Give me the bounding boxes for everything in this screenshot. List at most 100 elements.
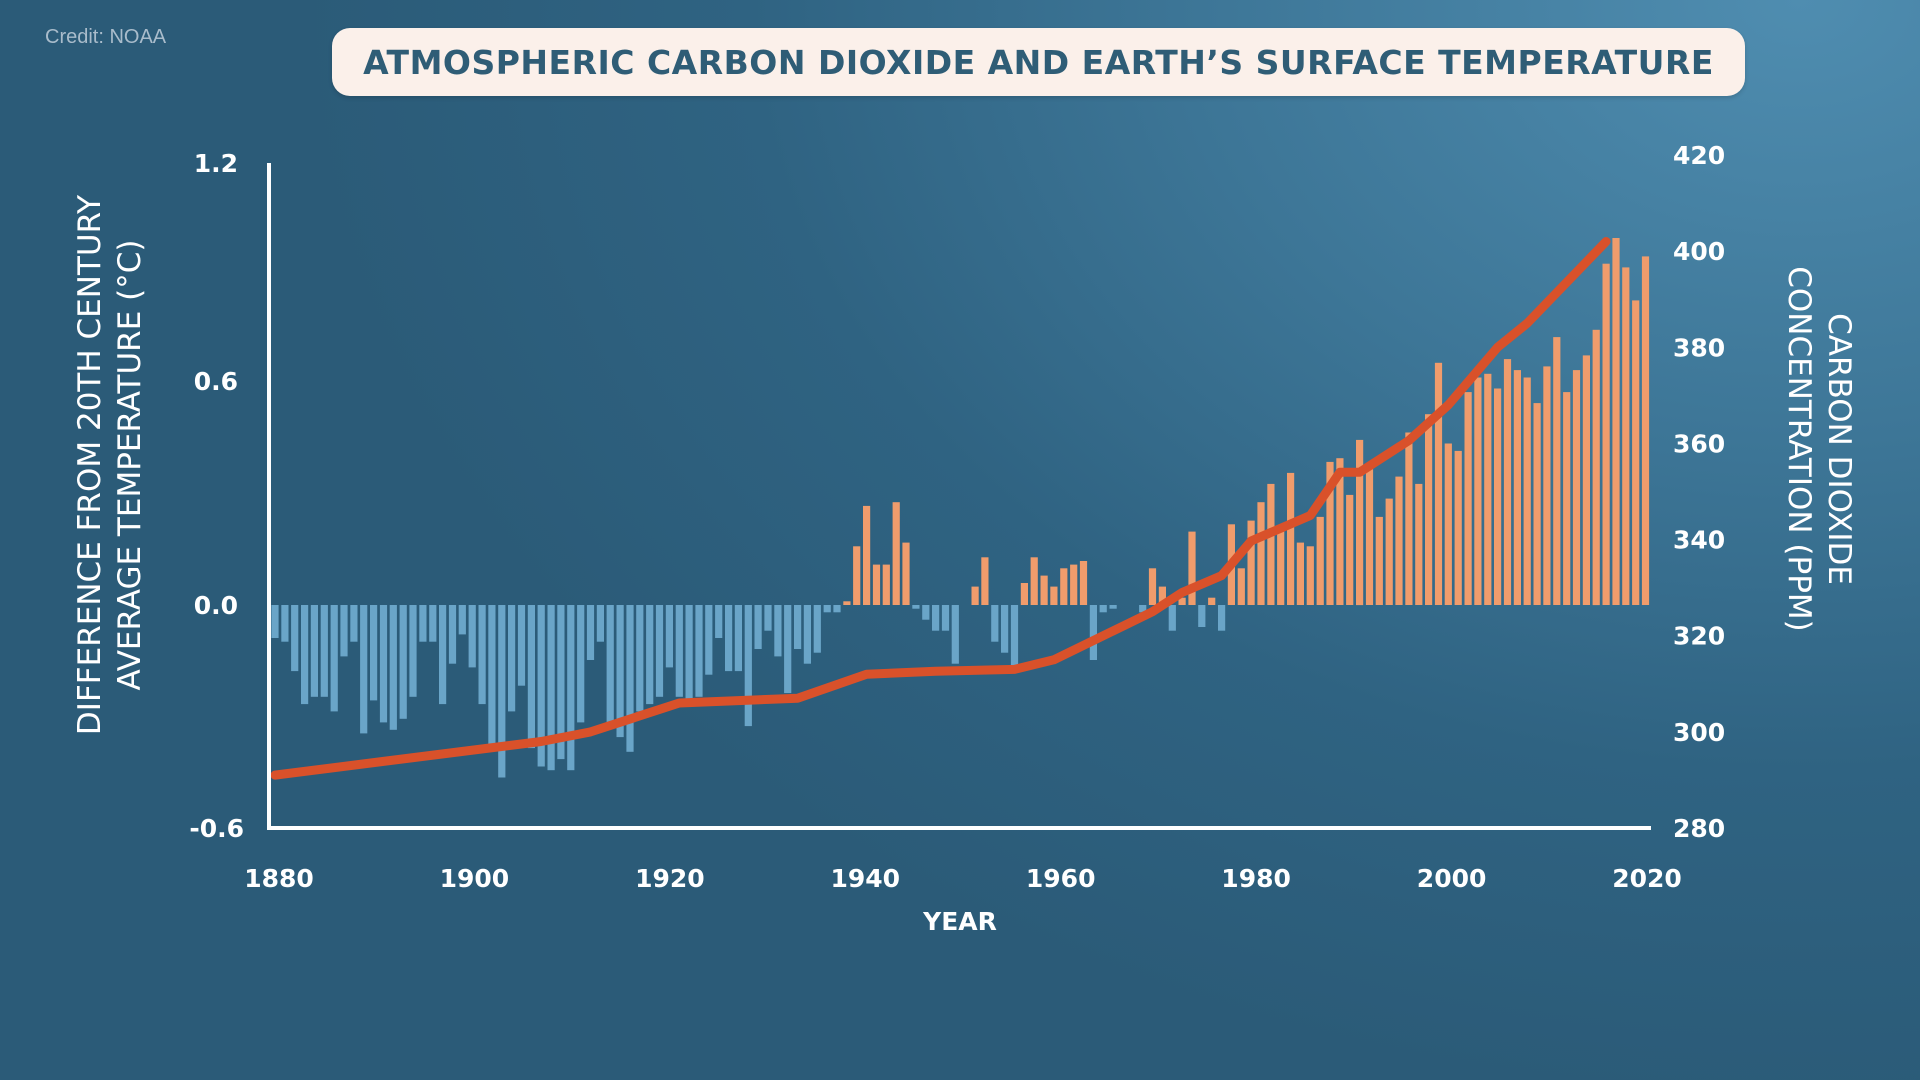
temperature-bar: [379, 605, 388, 723]
temperature-bar: [1484, 373, 1492, 605]
temperature-bar: [1178, 597, 1186, 605]
temperature-bar: [922, 605, 930, 620]
temperature-bar: [1010, 605, 1019, 672]
y-left-title-line1: DIFFERENCE FROM 20TH CENTURY: [72, 195, 108, 735]
temperature-bar: [912, 605, 920, 609]
temperature-bar: [675, 605, 683, 697]
temperature-bar: [1050, 586, 1058, 605]
x-tick: 1960: [1026, 864, 1096, 893]
temperature-bar: [577, 605, 585, 723]
temperature-bar: [448, 605, 457, 664]
temperature-bar: [853, 546, 861, 605]
temperature-bar: [1513, 370, 1521, 605]
temperature-bar: [1523, 377, 1531, 605]
x-axis-title: YEAR: [922, 907, 997, 936]
y-left-title-line2: AVERAGE TEMPERATURE (°C): [112, 240, 148, 691]
temperature-bar: [1148, 568, 1157, 605]
temperature-bar: [636, 605, 644, 712]
temperature-bar: [478, 605, 486, 705]
temperature-bar: [271, 605, 279, 638]
temperature-bar: [350, 605, 358, 642]
temperature-bar: [1287, 472, 1295, 605]
y-right-tick: 360: [1673, 429, 1725, 458]
temperature-bar: [360, 605, 368, 734]
y-right-tick: 300: [1673, 718, 1725, 747]
temperature-bar: [1592, 329, 1600, 606]
temperature-bar: [784, 605, 792, 694]
x-tick: 1900: [440, 864, 510, 893]
temperature-bar: [1306, 546, 1314, 605]
temperature-bar: [330, 605, 338, 712]
temperature-bar: [567, 605, 575, 771]
y-right-title-line1: CARBON DIOXIDE: [1821, 313, 1857, 585]
x-tick: 1920: [635, 864, 705, 893]
temperature-bar: [626, 605, 634, 752]
temperature-bar: [1188, 531, 1196, 605]
temperature-bar: [1553, 337, 1561, 605]
temperature-bar: [1582, 355, 1590, 605]
temperature-bar: [596, 605, 604, 642]
temperature-bar: [1040, 575, 1048, 605]
temperature-bar: [1474, 377, 1482, 605]
temperature-bar: [1247, 520, 1255, 605]
temperature-bar: [1563, 392, 1571, 605]
temperature-bar: [1602, 263, 1610, 605]
temperature-bar: [1444, 443, 1452, 605]
temperature-bar: [1336, 458, 1344, 605]
temperature-bar: [399, 605, 407, 719]
temperature-bar: [1572, 370, 1581, 605]
temperature-bar: [616, 605, 624, 738]
temperature-bar: [508, 605, 516, 712]
title-banner: ATMOSPHERIC CARBON DIOXIDE AND EARTH’S S…: [332, 28, 1745, 96]
temperature-bar: [409, 605, 417, 697]
temperature-bar: [1464, 392, 1472, 605]
temperature-bar: [291, 605, 299, 672]
temperature-bar: [981, 557, 989, 605]
temperature-bar: [1277, 531, 1285, 605]
temperature-bar: [1168, 605, 1176, 631]
temperature-bar: [1543, 366, 1551, 605]
temperature-bar: [586, 605, 595, 660]
temperature-bar: [813, 605, 821, 653]
chart-title: ATMOSPHERIC CARBON DIOXIDE AND EARTH’S S…: [363, 42, 1714, 82]
temperature-bar: [1001, 605, 1009, 653]
temperature-bar: [734, 605, 742, 672]
y-left-tick: -0.6: [189, 814, 244, 843]
temperature-bar: [498, 605, 506, 778]
temperature-bar: [419, 605, 427, 642]
temperature-bar: [1030, 557, 1038, 605]
temperature-bar: [1089, 605, 1097, 660]
temperature-bar: [1375, 516, 1383, 605]
temperature-bar: [1257, 502, 1265, 605]
temperature-bar: [1296, 542, 1304, 605]
temperature-bar: [1316, 516, 1324, 605]
temperature-bar: [537, 605, 545, 767]
temperature-bar: [527, 605, 535, 749]
temperature-bar: [439, 605, 447, 705]
temperature-bar: [340, 605, 348, 657]
credit-label: Credit: NOAA: [45, 26, 167, 48]
temperature-bar: [695, 605, 703, 697]
temperature-bar: [320, 605, 328, 697]
y-left-tick: 1.2: [194, 149, 238, 178]
temperature-bar: [1533, 403, 1541, 605]
temperature-bar: [1208, 597, 1216, 605]
temperature-bar: [902, 542, 910, 605]
y-right-tick: 320: [1673, 622, 1725, 651]
temperature-bar: [882, 564, 890, 605]
temperature-bar: [833, 605, 841, 613]
temperature-bar: [665, 605, 673, 668]
temperature-bar: [301, 605, 309, 705]
temperature-bar: [1099, 605, 1107, 613]
temperature-bar: [991, 605, 999, 642]
temperature-bar: [932, 605, 940, 631]
temperature-bar: [863, 505, 871, 605]
temperature-bar: [872, 564, 881, 605]
y-left-tick: 0.6: [194, 367, 238, 396]
temperature-bar: [1060, 568, 1068, 605]
x-tick: 2000: [1417, 864, 1487, 893]
temperature-bar: [488, 605, 496, 745]
temperature-bar: [429, 605, 437, 642]
temperature-bar: [705, 605, 713, 675]
temperature-bar: [1326, 461, 1334, 605]
